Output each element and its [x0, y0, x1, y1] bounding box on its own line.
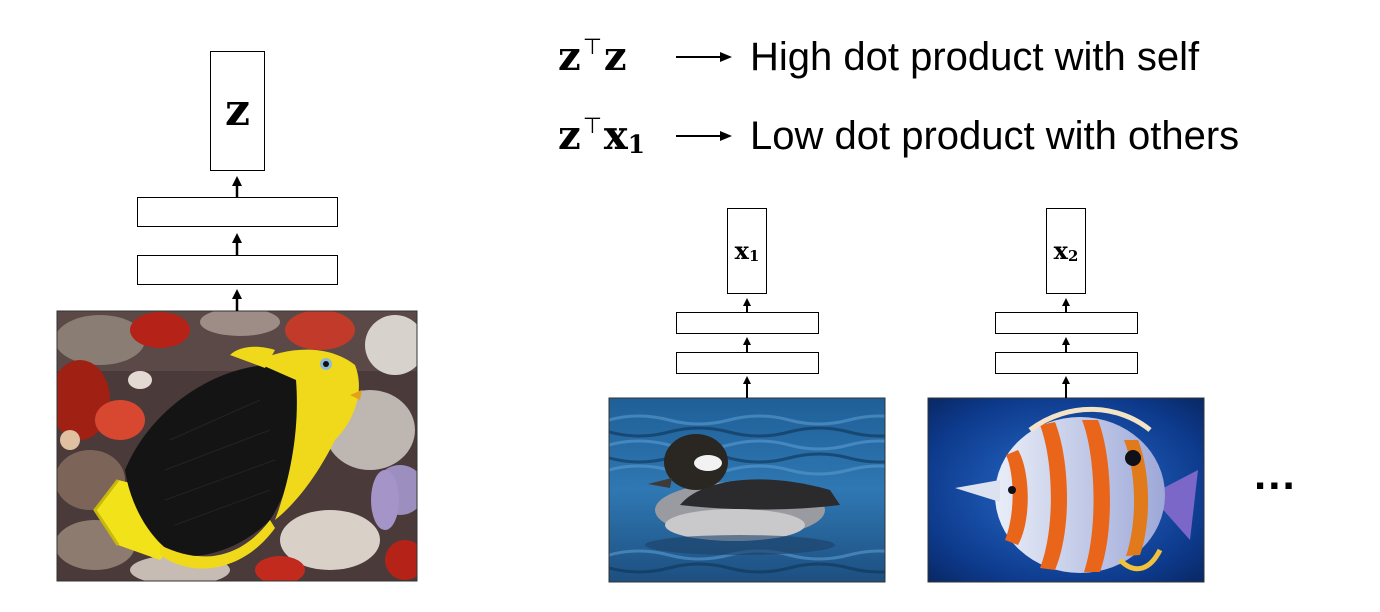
dot-product-others-expression: z⊤x1 [558, 114, 646, 163]
more-negatives-ellipsis: ... [1254, 450, 1297, 499]
encoder-layer-1 [137, 255, 338, 285]
equation-others-label: Low dot product with others [750, 114, 1240, 158]
equation-self-left: z [558, 33, 581, 80]
embedding-label-z: z [225, 85, 250, 136]
dot-product-self-expression: z⊤z [558, 35, 627, 84]
embedding-x1-subscript: 1 [748, 247, 760, 266]
neg1-encoder-layer-2 [676, 312, 819, 334]
embedding-label-x1: x1 [728, 237, 766, 268]
negative-image-duck [609, 398, 885, 582]
equation-others-left: z [558, 112, 581, 159]
neg2-encoder-layer-2 [995, 312, 1138, 334]
negative-image-butterflyfish [928, 398, 1204, 582]
embedding-x1-symbol: x [734, 236, 749, 265]
embedding-label-x2: x2 [1047, 237, 1085, 268]
transpose-symbol: ⊤ [582, 114, 602, 139]
embedding-box-x1: x1 [727, 208, 767, 294]
embedding-x2-subscript: 2 [1067, 247, 1079, 266]
embedding-box-z: z [210, 51, 265, 171]
encoder-layer-2 [137, 197, 338, 227]
equation-self-label: High dot product with self [750, 35, 1200, 79]
embedding-x2-symbol: x [1053, 236, 1068, 265]
embedding-box-x2: x2 [1046, 208, 1086, 294]
neg1-encoder-layer-1 [676, 352, 819, 374]
transpose-symbol: ⊤ [582, 35, 602, 60]
neg2-encoder-layer-1 [995, 352, 1138, 374]
equation-others-right: x [603, 112, 628, 159]
equation-others-subscript: 1 [627, 129, 646, 159]
equation-self-right: z [603, 33, 627, 80]
